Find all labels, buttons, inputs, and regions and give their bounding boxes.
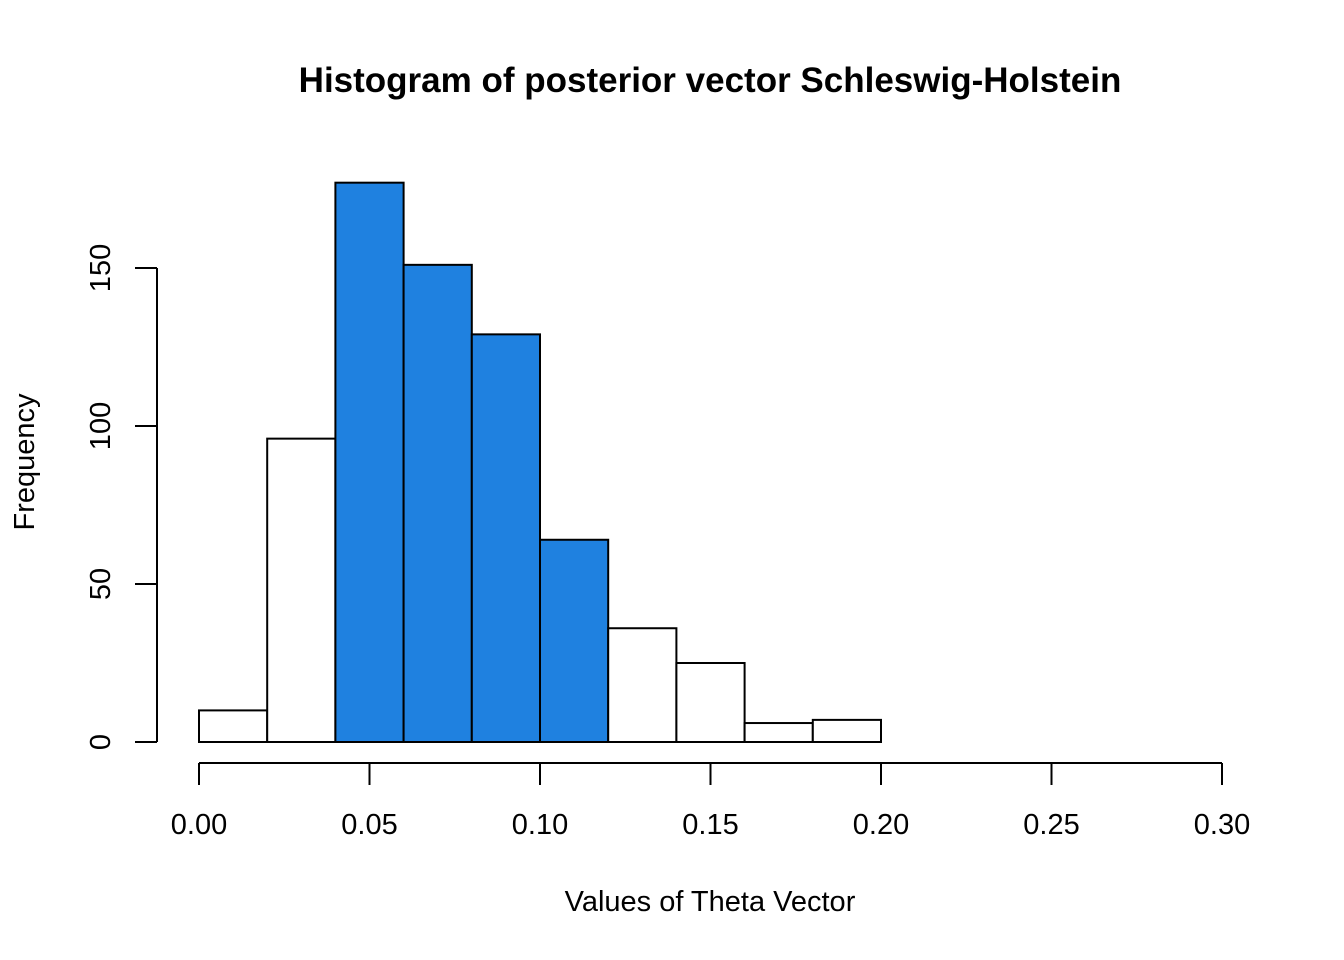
histogram-bar-1 [266, 437, 337, 743]
histogram-bar-9 [811, 718, 882, 744]
x-axis-label: Values of Theta Vector [565, 886, 856, 918]
histogram-bar-6 [607, 627, 678, 743]
histogram-bar-2 [334, 181, 405, 743]
y-tick-label-0: 0 [85, 734, 117, 750]
histogram-bar-4 [470, 333, 541, 743]
x-tick-label-1: 0.05 [341, 809, 397, 841]
histogram-bar-8 [743, 722, 814, 743]
x-axis: 0.00 0.05 0.10 0.15 0.20 0.25 0.30 [171, 762, 1250, 841]
x-tick-label-2: 0.10 [512, 809, 568, 841]
histogram-bar-3 [402, 263, 473, 743]
chart-title: Histogram of posterior vector Schleswig-… [299, 61, 1122, 100]
y-axis-label: Frequency [9, 393, 41, 531]
y-tick-label-3: 150 [85, 244, 117, 292]
histogram-bar-7 [675, 662, 746, 743]
x-tick-label-4: 0.20 [853, 809, 909, 841]
x-tick-label-3: 0.15 [682, 809, 738, 841]
bars-group [198, 181, 882, 744]
x-tick-label-5: 0.25 [1023, 809, 1079, 841]
y-axis: 0 50 100 150 [85, 244, 158, 750]
y-tick-label-2: 100 [85, 402, 117, 450]
x-tick-label-6: 0.30 [1194, 809, 1250, 841]
x-tick-label-0: 0.00 [171, 809, 227, 841]
y-tick-label-1: 50 [85, 568, 117, 600]
histogram-bar-5 [539, 538, 610, 744]
histogram-bar-0 [198, 709, 269, 744]
